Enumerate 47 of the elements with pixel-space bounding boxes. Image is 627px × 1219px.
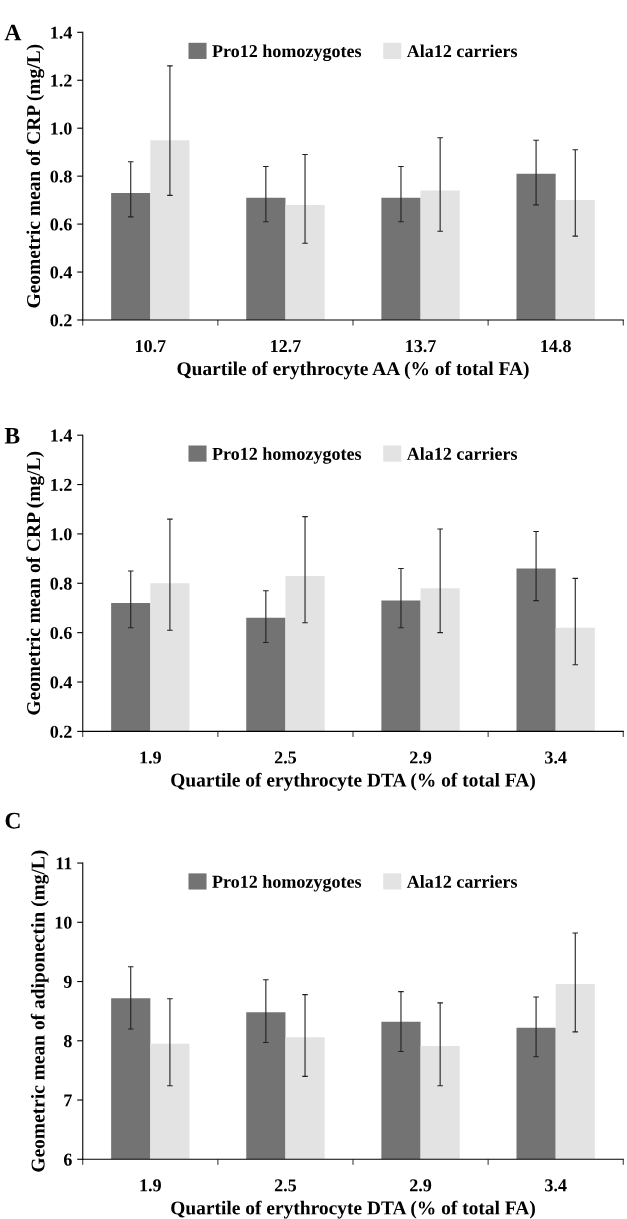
y-tick-label: 0.8 xyxy=(50,170,72,183)
legend-label: Ala12 carriers xyxy=(406,447,518,460)
x-tick-label: 2.5 xyxy=(274,751,297,764)
y-tick-label: 1.0 xyxy=(51,528,72,541)
y-tick-label: 1.0 xyxy=(51,122,72,135)
y-tick-label: 10 xyxy=(55,916,72,929)
legend-label: Pro12 homozygotes xyxy=(212,875,362,892)
x-tick-label: 1.9 xyxy=(140,1179,161,1192)
chart-title: C xyxy=(5,812,20,829)
y-tick-label: 1.4 xyxy=(51,429,73,442)
y-tick-label: 0.8 xyxy=(50,577,72,590)
y-axis-title: Geometric mean of CRP (mg/L) xyxy=(26,44,45,308)
x-tick-label: 3.4 xyxy=(545,1179,567,1192)
y-tick-label: 0.6 xyxy=(50,218,72,231)
y-axis-title: Geometric mean of CRP (mg/L) xyxy=(26,451,45,715)
x-tick-label: 2.9 xyxy=(410,1179,432,1192)
y-tick-label: 0.2 xyxy=(50,725,72,738)
y-tick-label: 9 xyxy=(63,975,72,988)
legend-label: Pro12 homozygotes xyxy=(212,447,362,464)
y-tick-label: 0.4 xyxy=(50,676,73,689)
x-tick-label: 12.7 xyxy=(271,340,301,353)
x-tick-label: 10.7 xyxy=(135,339,166,353)
x-axis-title: Quartile of erythrocyte AA (% of total FA) xyxy=(177,361,529,380)
x-tick-label: 14.8 xyxy=(541,339,571,353)
x-tick-label: 3.4 xyxy=(545,751,567,764)
x-axis-title: Quartile of erythrocyte DTA (% of total FA) xyxy=(171,1200,535,1219)
y-tick-label: 1.4 xyxy=(51,26,73,39)
legend-label: Ala12 carriers xyxy=(406,44,518,58)
y-tick-label: 0.4 xyxy=(50,266,73,279)
y-tick-label: 11 xyxy=(56,857,72,870)
x-tick-label: 2.5 xyxy=(274,1179,297,1192)
legend-label: Ala12 carriers xyxy=(406,875,518,888)
x-tick-label: 1.9 xyxy=(140,751,161,764)
y-tick-label: 1.2 xyxy=(51,74,72,87)
chart-title: A xyxy=(4,24,22,41)
y-tick-label: 6 xyxy=(63,1153,72,1166)
y-tick-label: 1.2 xyxy=(51,478,72,492)
y-tick-label: 7 xyxy=(64,1094,72,1107)
y-tick-label: 0.6 xyxy=(50,626,72,640)
y-tick-label: 8 xyxy=(63,1035,72,1048)
legend-label: Pro12 homozygotes xyxy=(212,44,362,62)
y-tick-label: 0.2 xyxy=(50,314,72,327)
x-tick-label: 2.9 xyxy=(410,751,432,764)
y-axis-title: Geometric mean of adiponectin (mg/L) xyxy=(30,850,49,1172)
x-tick-label: 13.7 xyxy=(406,340,436,353)
x-axis-title: Quartile of erythrocyte DTA (% of total FA) xyxy=(171,772,535,791)
chart-title: B xyxy=(4,428,20,444)
